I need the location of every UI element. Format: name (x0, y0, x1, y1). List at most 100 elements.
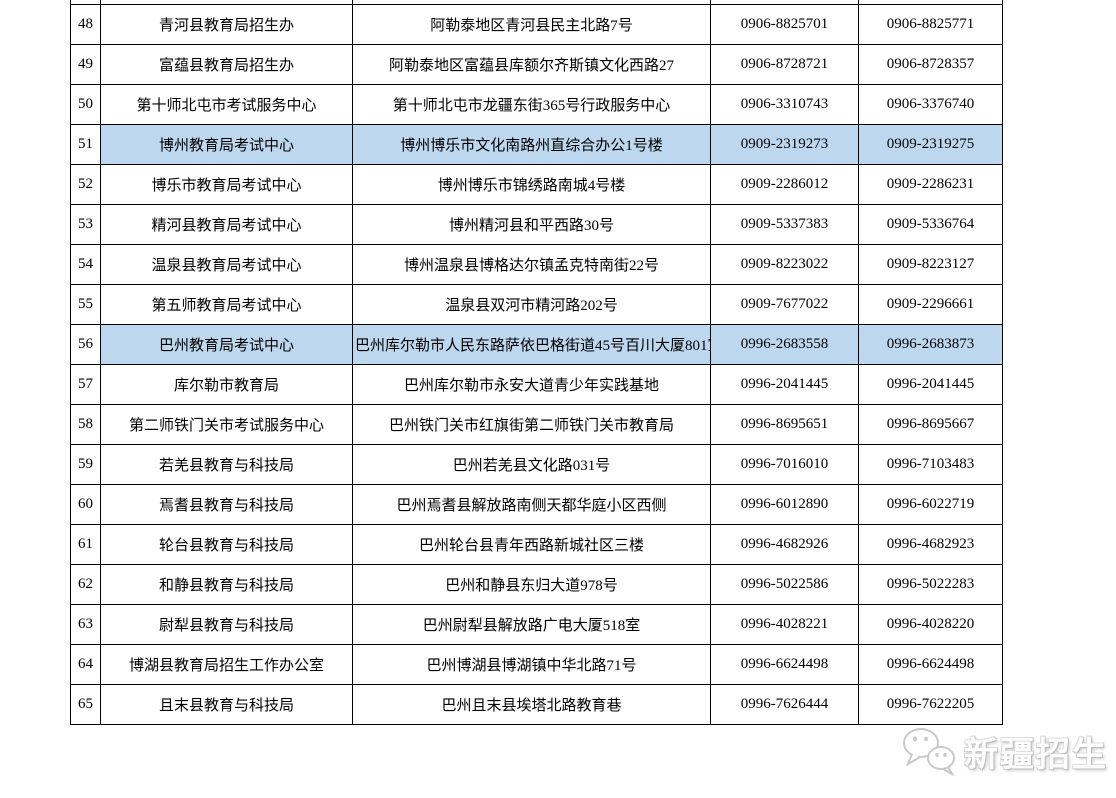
cell-row-number: 49 (70, 43, 101, 85)
cell-phone-2: 0909-8223127 (858, 243, 1003, 285)
table-row: 65 且末县教育与科技局 巴州且末县埃塔北路教育巷 0996-7626444 0… (70, 683, 1003, 725)
cell-org-name: 尉犁县教育与科技局 (100, 603, 353, 645)
cell-row-number: 59 (70, 443, 101, 485)
cell-row-number: 50 (70, 83, 101, 125)
cell-org-name: 博湖县教育局招生工作办公室 (100, 643, 353, 685)
table-row: 58 第二师铁门关市考试服务中心 巴州铁门关市红旗街第二师铁门关市教育局 099… (70, 403, 1003, 445)
wechat-icon (903, 728, 955, 777)
cell-row-number: 52 (70, 163, 101, 205)
cell-phone-2: 0906-3376740 (858, 83, 1003, 125)
table-row: 56 巴州教育局考试中心 巴州库尔勒市人民东路萨依巴格街道45号百川大厦801室… (70, 323, 1003, 365)
cell-address: 博州博乐市锦绣路南城4号楼 (352, 163, 711, 205)
cell-phone-1: 0909-2319273 (710, 123, 859, 165)
cell-address: 巴州库尔勒市永安大道青少年实践基地 (352, 363, 711, 405)
cell-address: 巴州且末县埃塔北路教育巷 (352, 683, 711, 725)
cell-row-number: 57 (70, 363, 101, 405)
cell-phone-2: 0996-4028220 (858, 603, 1003, 645)
cell-address: 巴州和静县东归大道978号 (352, 563, 711, 605)
cell-org-name: 和静县教育与科技局 (100, 563, 353, 605)
cell-org-name: 且末县教育与科技局 (100, 683, 353, 725)
cell-address: 第十师北屯市龙疆东街365号行政服务中心 (352, 83, 711, 125)
cell-phone-2: 0996-7103483 (858, 443, 1003, 485)
cell-phone-2: 0906-8825771 (858, 3, 1003, 45)
cell-phone-1: 0996-7626444 (710, 683, 859, 725)
cell-row-number: 55 (70, 283, 101, 325)
cell-phone-2: 0996-2683873 (858, 323, 1003, 365)
watermark-label: 新疆招生 (964, 735, 1108, 774)
cell-org-name: 巴州教育局考试中心 (100, 323, 353, 365)
cell-org-name: 温泉县教育局考试中心 (100, 243, 353, 285)
cell-row-number: 53 (70, 203, 101, 245)
cell-org-name: 第二师铁门关市考试服务中心 (100, 403, 353, 445)
cell-phone-2: 0909-5336764 (858, 203, 1003, 245)
cell-phone-1: 0996-2683558 (710, 323, 859, 365)
cell-row-number: 64 (70, 643, 101, 685)
cell-phone-1: 0996-8695651 (710, 403, 859, 445)
cell-phone-1: 0909-7677022 (710, 283, 859, 325)
cell-phone-1: 0909-8223022 (710, 243, 859, 285)
cell-row-number: 56 (70, 323, 101, 365)
cell-address: 阿勒泰地区富蕴县库额尔齐斯镇文化西路27 (352, 43, 711, 85)
cell-org-name: 库尔勒市教育局 (100, 363, 353, 405)
table-row: 54 温泉县教育局考试中心 博州温泉县博格达尔镇孟克特南街22号 0909-82… (70, 243, 1003, 285)
table-row: 61 轮台县教育与科技局 巴州轮台县青年西路新城社区三楼 0996-468292… (70, 523, 1003, 565)
contact-table: 48 青河县教育局招生办 阿勒泰地区青河县民主北路7号 0906-8825701… (70, 0, 1003, 725)
cell-org-name: 第五师教育局考试中心 (100, 283, 353, 325)
table-row: 57 库尔勒市教育局 巴州库尔勒市永安大道青少年实践基地 0996-204144… (70, 363, 1003, 405)
cell-row-number: 58 (70, 403, 101, 445)
table-row: 55 第五师教育局考试中心 温泉县双河市精河路202号 0909-7677022… (70, 283, 1003, 325)
cell-row-number: 54 (70, 243, 101, 285)
cell-phone-1: 0996-5022586 (710, 563, 859, 605)
cell-phone-1: 0996-6012890 (710, 483, 859, 525)
table-row: 63 尉犁县教育与科技局 巴州尉犁县解放路广电大厦518室 0996-40282… (70, 603, 1003, 645)
cell-row-number: 65 (70, 683, 101, 725)
cell-address: 巴州库尔勒市人民东路萨依巴格街道45号百川大厦801室 (352, 323, 711, 365)
cell-phone-2: 0909-2319275 (858, 123, 1003, 165)
table-row: 50 第十师北屯市考试服务中心 第十师北屯市龙疆东街365号行政服务中心 090… (70, 83, 1003, 125)
table-row: 48 青河县教育局招生办 阿勒泰地区青河县民主北路7号 0906-8825701… (70, 3, 1003, 45)
watermark: 新疆招生 (900, 724, 1108, 778)
cell-address: 阿勒泰地区青河县民主北路7号 (352, 3, 711, 45)
table-row: 62 和静县教育与科技局 巴州和静县东归大道978号 0996-5022586 … (70, 563, 1003, 605)
cell-address: 巴州博湖县博湖镇中华北路71号 (352, 643, 711, 685)
cell-phone-2: 0996-6022719 (858, 483, 1003, 525)
cell-org-name: 博乐市教育局考试中心 (100, 163, 353, 205)
cell-org-name: 博州教育局考试中心 (100, 123, 353, 165)
table-row: 60 焉耆县教育与科技局 巴州焉耆县解放路南侧天都华庭小区西侧 0996-601… (70, 483, 1003, 525)
cell-address: 巴州尉犁县解放路广电大厦518室 (352, 603, 711, 645)
cell-phone-2: 0906-8728357 (858, 43, 1003, 85)
cell-org-name: 青河县教育局招生办 (100, 3, 353, 45)
cell-phone-2: 0996-5022283 (858, 563, 1003, 605)
cell-phone-2: 0996-7622205 (858, 683, 1003, 725)
cell-org-name: 焉耆县教育与科技局 (100, 483, 353, 525)
cell-address: 巴州焉耆县解放路南侧天都华庭小区西侧 (352, 483, 711, 525)
cell-org-name: 精河县教育局考试中心 (100, 203, 353, 245)
table-row: 59 若羌县教育与科技局 巴州若羌县文化路031号 0996-7016010 0… (70, 443, 1003, 485)
cell-phone-1: 0909-2286012 (710, 163, 859, 205)
cell-row-number: 62 (70, 563, 101, 605)
cell-address: 巴州若羌县文化路031号 (352, 443, 711, 485)
cell-phone-1: 0909-5337383 (710, 203, 859, 245)
cell-phone-1: 0996-7016010 (710, 443, 859, 485)
cell-phone-2: 0996-4682923 (858, 523, 1003, 565)
cell-phone-2: 0909-2286231 (858, 163, 1003, 205)
cell-row-number: 63 (70, 603, 101, 645)
cell-phone-1: 0906-3310743 (710, 83, 859, 125)
cell-row-number: 48 (70, 3, 101, 45)
cell-address: 博州博乐市文化南路州直综合办公1号楼 (352, 123, 711, 165)
cell-org-name: 轮台县教育与科技局 (100, 523, 353, 565)
cell-org-name: 第十师北屯市考试服务中心 (100, 83, 353, 125)
cell-address: 博州精河县和平西路30号 (352, 203, 711, 245)
cell-address: 温泉县双河市精河路202号 (352, 283, 711, 325)
cell-phone-2: 0996-6624498 (858, 643, 1003, 685)
table-row: 51 博州教育局考试中心 博州博乐市文化南路州直综合办公1号楼 0909-231… (70, 123, 1003, 165)
cell-address: 巴州轮台县青年西路新城社区三楼 (352, 523, 711, 565)
cell-phone-2: 0909-2296661 (858, 283, 1003, 325)
cell-phone-1: 0996-4028221 (710, 603, 859, 645)
cell-row-number: 60 (70, 483, 101, 525)
cell-phone-2: 0996-2041445 (858, 363, 1003, 405)
cell-org-name: 富蕴县教育局招生办 (100, 43, 353, 85)
cell-phone-1: 0996-6624498 (710, 643, 859, 685)
cell-phone-1: 0906-8728721 (710, 43, 859, 85)
